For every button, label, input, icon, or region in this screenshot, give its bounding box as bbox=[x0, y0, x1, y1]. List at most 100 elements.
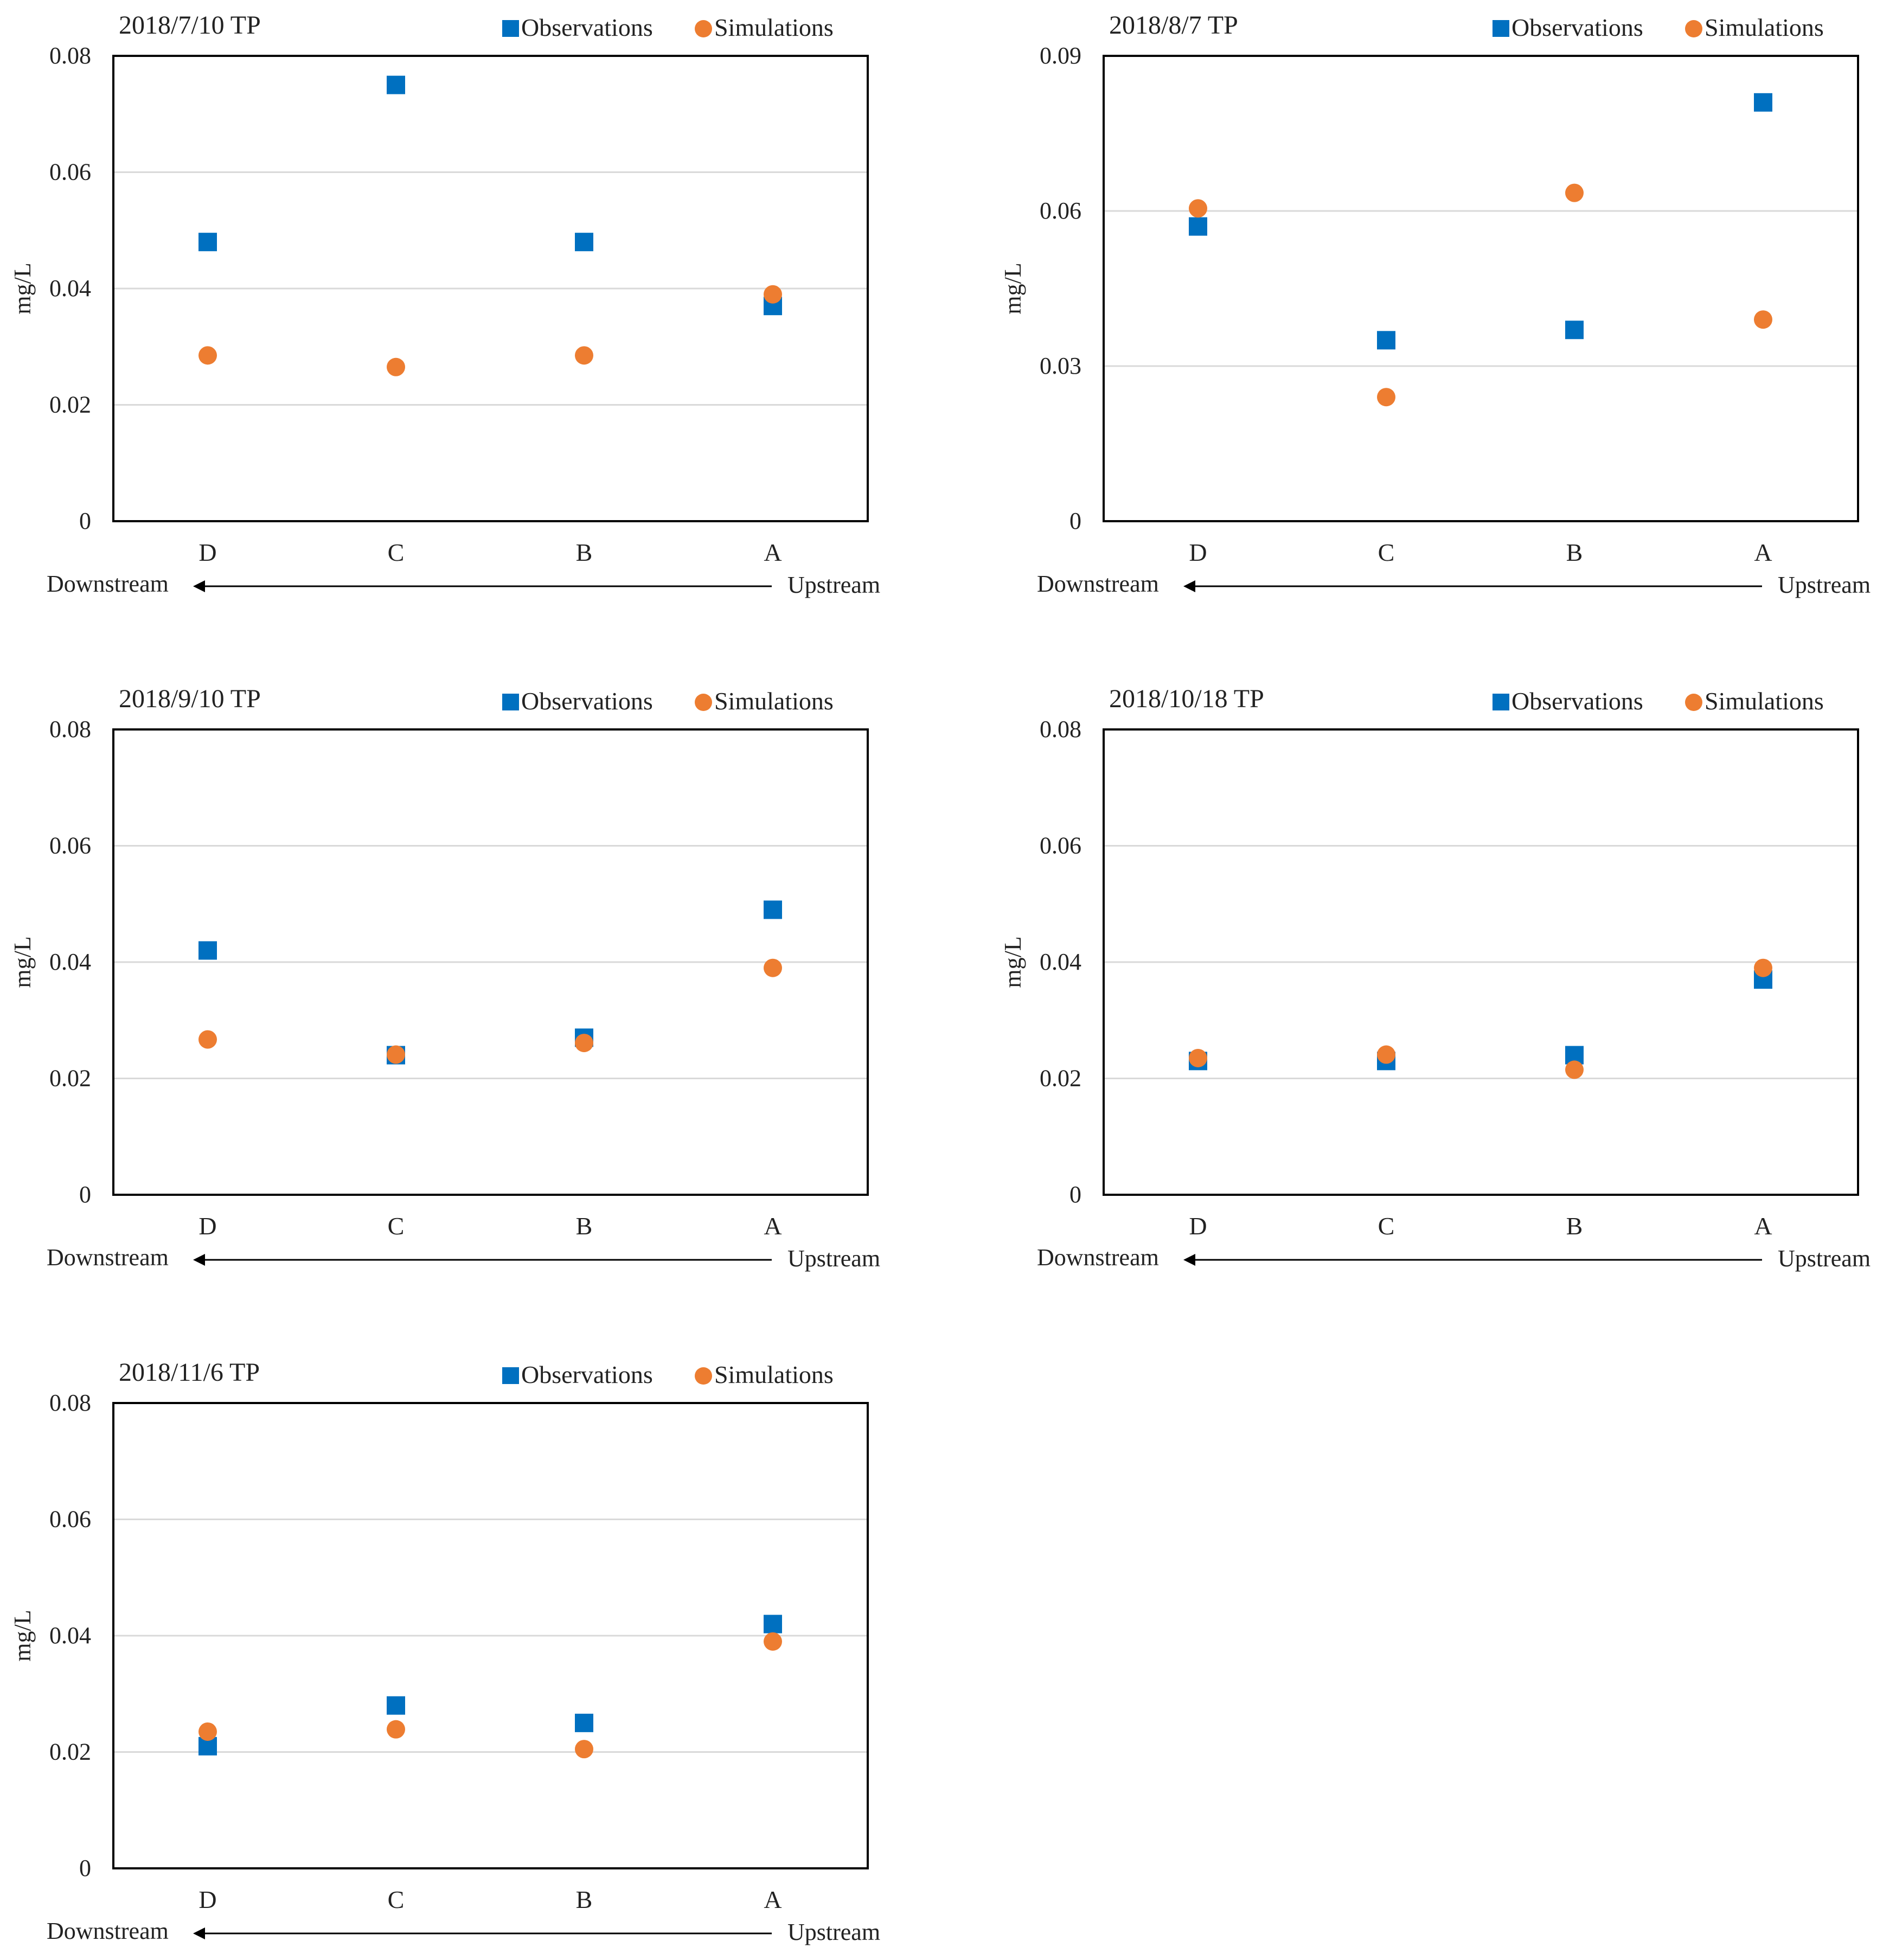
flow-arrowhead-icon bbox=[193, 1927, 205, 1939]
y-tick-label: 0.06 bbox=[1040, 832, 1081, 859]
downstream-label: Downstream bbox=[47, 1918, 169, 1944]
y-tick-label: 0 bbox=[79, 1855, 91, 1881]
simulation-point bbox=[575, 1740, 593, 1759]
legend-observations-label: Observations bbox=[521, 1361, 653, 1388]
observation-point bbox=[575, 233, 593, 252]
legend-observations-label: Observations bbox=[521, 14, 653, 41]
x-tick-label: D bbox=[1189, 1212, 1207, 1240]
legend-observations-swatch-icon bbox=[1493, 694, 1509, 710]
y-tick-label: 0.04 bbox=[49, 1622, 91, 1649]
simulation-point bbox=[1754, 958, 1772, 977]
x-tick-label: A bbox=[1754, 539, 1772, 566]
plot-area-frame bbox=[112, 55, 869, 522]
chart-panel-3: 0 0.02 0.04 0.06 0.08 mg/L D C B A Downstream Upstr… bbox=[9, 684, 880, 1272]
x-tick-label: A bbox=[764, 1212, 782, 1240]
downstream-label: Downstream bbox=[47, 1244, 169, 1271]
simulation-point bbox=[1754, 310, 1772, 329]
observation-point bbox=[1377, 331, 1395, 350]
chart-panel-1: 0 0.02 0.04 0.06 0.08 mg/L D C B A Downstream Upstr… bbox=[9, 11, 880, 598]
observation-point bbox=[198, 233, 217, 252]
observation-point bbox=[764, 1615, 782, 1634]
flow-arrowhead-icon bbox=[1183, 1254, 1195, 1266]
y-tick-label: 0.02 bbox=[49, 392, 91, 418]
simulation-point bbox=[1189, 1048, 1207, 1067]
y-axis-label: mg/L bbox=[9, 936, 36, 988]
x-tick-label: B bbox=[576, 1886, 593, 1913]
x-tick-label: C bbox=[388, 1886, 405, 1913]
plot-area-frame bbox=[112, 728, 869, 1196]
plot-area-frame bbox=[1103, 728, 1859, 1196]
x-tick-label: C bbox=[1378, 1212, 1395, 1240]
observation-point bbox=[1189, 217, 1207, 236]
y-axis-label: mg/L bbox=[9, 262, 36, 314]
plot-area-frame bbox=[112, 1402, 869, 1869]
chart-title: 2018/7/10 TP bbox=[119, 11, 261, 40]
flow-arrowhead-icon bbox=[193, 1254, 205, 1266]
observation-point bbox=[575, 1713, 593, 1732]
x-tick-label: B bbox=[1566, 539, 1583, 566]
y-axis-label: mg/L bbox=[9, 1610, 36, 1661]
upstream-label: Upstream bbox=[787, 1919, 880, 1945]
y-tick-label: 0.09 bbox=[1040, 42, 1081, 69]
flow-arrowhead-icon bbox=[193, 580, 205, 592]
y-axis-label: mg/L bbox=[1000, 262, 1026, 314]
legend-observations-swatch-icon bbox=[502, 20, 519, 37]
y-tick-label: 0.06 bbox=[1040, 197, 1081, 224]
chart-panel-5: 0 0.02 0.04 0.06 0.08 mg/L D C B A Downstream Upstr… bbox=[9, 1358, 880, 1945]
simulation-point bbox=[198, 1722, 217, 1741]
x-tick-label: A bbox=[764, 539, 782, 566]
flow-arrowhead-icon bbox=[1183, 580, 1195, 592]
observation-point bbox=[387, 75, 405, 94]
chart-title: 2018/10/18 TP bbox=[1109, 684, 1264, 713]
simulation-point bbox=[764, 1632, 782, 1651]
x-tick-label: C bbox=[1378, 539, 1395, 566]
simulation-point bbox=[387, 1720, 405, 1739]
chart-title: 2018/9/10 TP bbox=[119, 684, 261, 713]
legend-observations-label: Observations bbox=[521, 687, 653, 715]
simulation-point bbox=[1377, 388, 1395, 407]
simulation-point bbox=[198, 346, 217, 365]
legend-simulations-label: Simulations bbox=[714, 1361, 834, 1388]
x-tick-label: B bbox=[576, 1212, 593, 1240]
chart-panel-4: 0 0.02 0.04 0.06 0.08 mg/L D C B A Downstream Upstr… bbox=[1000, 684, 1871, 1272]
x-tick-label: A bbox=[764, 1886, 782, 1913]
y-tick-label: 0.04 bbox=[49, 275, 91, 302]
x-tick-label: B bbox=[576, 539, 593, 566]
x-tick-label: B bbox=[1566, 1212, 1583, 1240]
simulation-point bbox=[198, 1030, 217, 1049]
simulation-point bbox=[575, 1034, 593, 1053]
legend-simulations-label: Simulations bbox=[714, 687, 834, 715]
observation-point bbox=[1565, 321, 1584, 340]
upstream-label: Upstream bbox=[1778, 1245, 1871, 1272]
legend-simulations-label: Simulations bbox=[1705, 687, 1824, 715]
y-tick-label: 0.08 bbox=[49, 1389, 91, 1416]
y-tick-label: 0.04 bbox=[1040, 949, 1081, 975]
x-tick-label: C bbox=[388, 539, 405, 566]
legend-simulations-label: Simulations bbox=[1705, 14, 1824, 41]
chart-title: 2018/8/7 TP bbox=[1109, 11, 1238, 40]
x-tick-label: A bbox=[1754, 1212, 1772, 1240]
legend-simulations-swatch-icon bbox=[695, 1367, 712, 1385]
y-tick-label: 0 bbox=[79, 1181, 91, 1208]
legend-simulations-label: Simulations bbox=[714, 14, 834, 41]
legend-simulations-swatch-icon bbox=[695, 20, 712, 37]
y-tick-label: 0.08 bbox=[49, 42, 91, 69]
upstream-label: Upstream bbox=[787, 572, 880, 598]
x-tick-label: D bbox=[198, 1886, 216, 1913]
chart-panel-2: 0 0.03 0.06 0.09 mg/L D C B A Downstream Upstream 2… bbox=[1000, 11, 1871, 598]
y-tick-label: 0.06 bbox=[49, 1506, 91, 1533]
x-tick-label: D bbox=[198, 1212, 216, 1240]
y-tick-label: 0.04 bbox=[49, 949, 91, 975]
legend-observations-label: Observations bbox=[1511, 687, 1643, 715]
y-axis-label: mg/L bbox=[1000, 936, 1026, 988]
x-tick-label: D bbox=[198, 539, 216, 566]
simulation-point bbox=[1377, 1045, 1395, 1064]
simulation-point bbox=[1565, 1060, 1584, 1079]
observation-point bbox=[764, 900, 782, 919]
legend-observations-swatch-icon bbox=[1493, 20, 1509, 37]
simulation-point bbox=[575, 346, 593, 365]
simulation-point bbox=[387, 357, 405, 376]
legend-simulations-swatch-icon bbox=[1685, 694, 1702, 711]
